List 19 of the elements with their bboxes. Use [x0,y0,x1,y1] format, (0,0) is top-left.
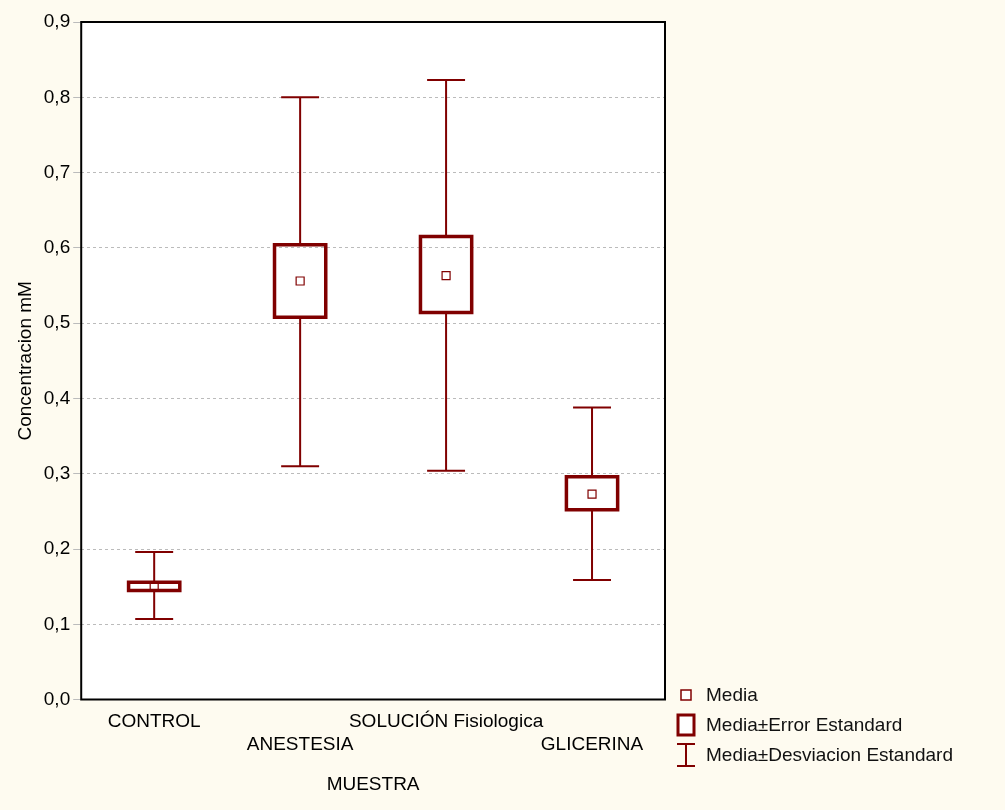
text: Media±Desviacion Estandard [706,744,953,766]
x-tick-label: ANESTESIA [246,733,354,755]
y-tick-label: 0,6 [43,236,71,258]
x-tick-label: SOLUCIÓN Fisiologica [348,710,544,732]
y-tick-label: 0,2 [43,537,71,559]
y-tick-label: 0,5 [43,311,71,333]
y-tick-label: 0,7 [43,160,71,182]
y-axis-title: Concentracion mM [13,281,35,441]
y-tick-label: 0,4 [43,386,71,408]
x-tick-label: GLICERINA [540,733,644,755]
y-tick-label: 0,1 [43,612,71,634]
text: Media [706,684,758,706]
y-tick-label: 0,8 [43,85,71,107]
x-tick-label: CONTROL [107,710,201,732]
x-axis-title: MUESTRA [326,772,420,794]
y-tick-label: 0,9 [43,10,71,32]
text: Media±Error Estandard [706,714,903,736]
y-tick-label: 0,0 [43,687,71,709]
y-tick-label: 0,3 [43,461,71,483]
